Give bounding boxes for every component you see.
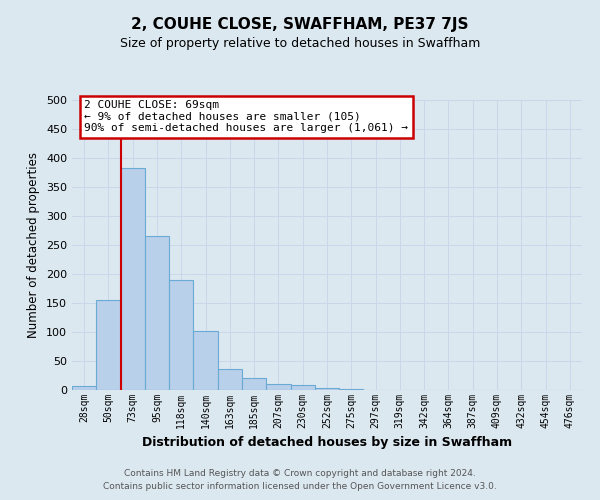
Y-axis label: Number of detached properties: Number of detached properties: [28, 152, 40, 338]
Bar: [121, 168, 145, 390]
Bar: [290, 385, 315, 390]
Text: Contains HM Land Registry data © Crown copyright and database right 2024.: Contains HM Land Registry data © Crown c…: [124, 468, 476, 477]
Text: Contains public sector information licensed under the Open Government Licence v3: Contains public sector information licen…: [103, 482, 497, 491]
Bar: [72, 386, 96, 390]
Text: Size of property relative to detached houses in Swaffham: Size of property relative to detached ho…: [120, 38, 480, 51]
Bar: [145, 236, 169, 390]
Bar: [96, 300, 121, 390]
X-axis label: Distribution of detached houses by size in Swaffham: Distribution of detached houses by size …: [142, 436, 512, 450]
Text: 2 COUHE CLOSE: 69sqm
← 9% of detached houses are smaller (105)
90% of semi-detac: 2 COUHE CLOSE: 69sqm ← 9% of detached ho…: [84, 100, 408, 133]
Bar: [193, 332, 218, 390]
Bar: [169, 280, 193, 390]
Bar: [218, 368, 242, 390]
Text: 2, COUHE CLOSE, SWAFFHAM, PE37 7JS: 2, COUHE CLOSE, SWAFFHAM, PE37 7JS: [131, 18, 469, 32]
Bar: [242, 378, 266, 390]
Bar: [266, 384, 290, 390]
Bar: [315, 388, 339, 390]
